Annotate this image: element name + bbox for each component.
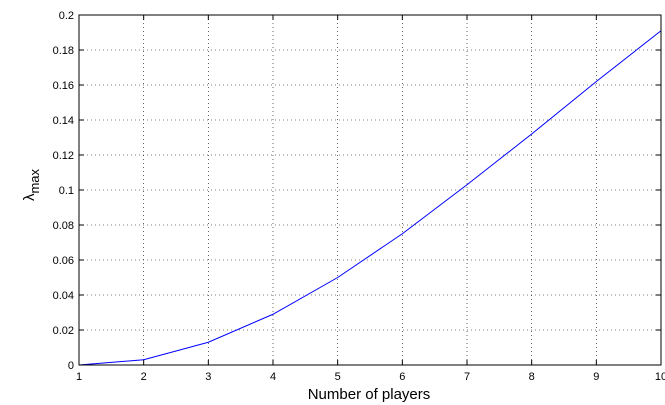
x-tick-label: 10 [655,371,665,383]
y-tick-label: 0.06 [53,255,74,267]
y-tick-label: 0.12 [53,150,74,162]
x-tick-label: 3 [205,371,211,383]
axis-ticks [78,14,662,366]
y-tick-labels: 0 0.02 0.04 0.06 0.08 0.1 0.12 0.14 0.16 0.18 0.2 [53,10,74,372]
x-axis-label: Number of players [308,386,431,403]
y-tick-label: 0.1 [59,185,74,197]
y-tick-label: 0.08 [53,220,74,232]
x-tick-label: 4 [270,371,276,383]
x-tick-label: 1 [76,371,82,383]
x-tick-label: 5 [335,371,341,383]
series-line [78,30,662,366]
x-tick-label: 8 [529,371,535,383]
y-tick-label: 0 [68,360,74,372]
grid-lines [79,15,661,365]
y-tick-label: 0.14 [53,115,74,127]
data-series [78,30,662,366]
x-tick-label: 2 [141,371,147,383]
y-axis-label-main: λ [21,193,38,201]
y-axis-label: λmax [21,168,42,201]
x-tick-label: 6 [399,371,405,383]
x-tick-label: 9 [593,371,599,383]
y-tick-label: 0.02 [53,325,74,337]
y-tick-label: 0.04 [53,290,74,302]
x-tick-label: 7 [464,371,470,383]
x-tick-labels: 1 2 3 4 5 6 7 8 9 10 [76,371,665,383]
y-tick-label: 0.16 [53,80,74,92]
y-axis-label-subscript: max [27,168,42,193]
y-tick-label: 0.2 [59,10,74,22]
y-tick-label: 0.18 [53,45,74,57]
